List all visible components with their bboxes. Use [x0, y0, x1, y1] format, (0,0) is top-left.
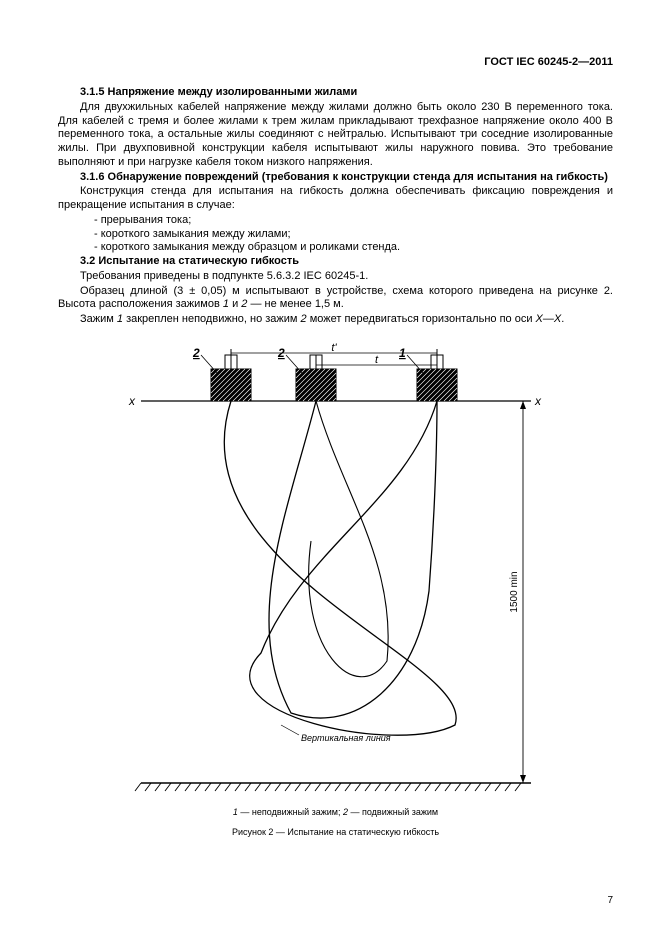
- list-item-3: - короткого замыкания между образцом и р…: [58, 241, 613, 255]
- axis-xx: X—X: [536, 313, 562, 325]
- svg-text:2: 2: [277, 346, 285, 360]
- svg-text:2: 2: [192, 346, 200, 360]
- figure-caption: Рисунок 2 — Испытание на статическую гиб…: [58, 827, 613, 837]
- para-3-2-sample: Образец длиной (3 ± 0,05) м испытывают в…: [58, 285, 613, 313]
- document-page: ГОСТ IEC 60245-2—2011 3.1.5 Напряжение м…: [0, 0, 661, 936]
- text: и: [229, 298, 241, 310]
- section-3-1-6-title: 3.1.6 Обнаружение повреждений (требовани…: [58, 171, 613, 185]
- svg-text:1: 1: [399, 346, 406, 360]
- svg-text:t': t': [331, 342, 337, 354]
- para-3-1-5: Для двухжильных кабелей напряжение между…: [58, 101, 613, 170]
- page-number: 7: [607, 895, 613, 906]
- text: — не менее 1,5 м.: [247, 298, 343, 310]
- section-3-1-5-title: 3.1.5 Напряжение между изолированными жи…: [58, 86, 613, 100]
- text: Зажим: [80, 313, 117, 325]
- svg-text:x: x: [128, 394, 136, 408]
- doc-header: ГОСТ IEC 60245-2—2011: [58, 56, 613, 68]
- svg-text:x: x: [534, 394, 542, 408]
- legend-text: — неподвижный зажим;: [238, 807, 343, 817]
- text: .: [561, 313, 564, 325]
- para-3-2-clamp: Зажим 1 закреплен неподвижно, но зажим 2…: [58, 313, 613, 327]
- svg-text:t: t: [374, 354, 378, 366]
- legend-text: — подвижный зажим: [348, 807, 438, 817]
- figure-legend: 1 — неподвижный зажим; 2 — подвижный заж…: [58, 807, 613, 817]
- list-item-1: - прерывания тока;: [58, 214, 613, 228]
- figure-2-diagram: x x t' t 2 2 1 Вертикальная линия 1500 min: [121, 341, 551, 801]
- svg-text:Вертикальная линия: Вертикальная линия: [301, 733, 391, 743]
- section-3-2-title: 3.2 Испытание на статическую гибкость: [58, 255, 613, 269]
- list-item-2: - короткого замыкания между жилами;: [58, 228, 613, 242]
- text: закреплен неподвижно, но зажим: [123, 313, 301, 325]
- para-3-1-6-intro: Конструкция стенда для испытания на гибк…: [58, 185, 613, 213]
- para-3-2-req: Требования приведены в подпункте 5.6.3.2…: [58, 270, 613, 284]
- text: может передвигаться горизонтально по оси: [307, 313, 536, 325]
- svg-text:1500 min: 1500 min: [509, 571, 520, 612]
